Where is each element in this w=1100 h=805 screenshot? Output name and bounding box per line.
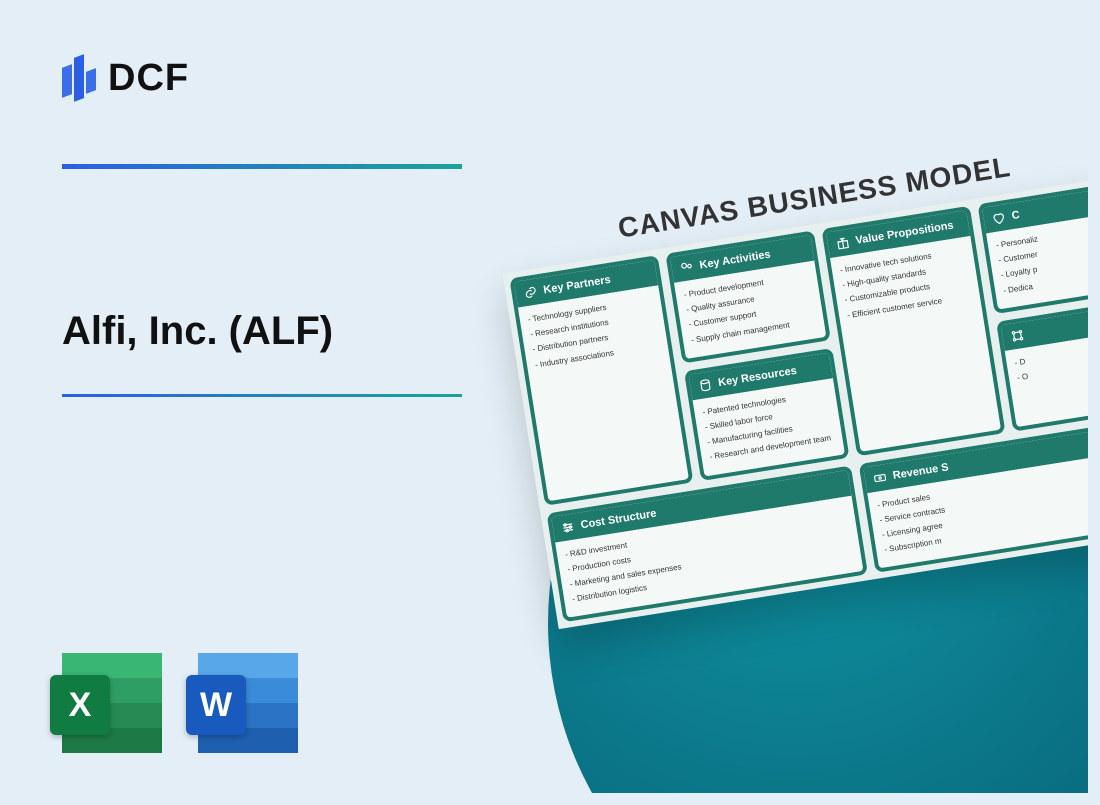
link-icon [523, 284, 539, 300]
canvas-wrap: CANVAS BUSINESS MODEL Key Partners Techn… [496, 132, 1088, 629]
excel-badge: X [50, 675, 110, 735]
gift-icon [835, 235, 851, 251]
file-type-icons: X W [62, 653, 298, 753]
logo: DCF [62, 52, 482, 104]
logo-text: DCF [108, 57, 189, 100]
block-customer-relationships: C PersonalizCustomerLoyalty pDedica [977, 181, 1088, 314]
network-icon [1009, 328, 1025, 344]
divider-bottom [62, 394, 462, 397]
block-key-partners: Key Partners Technology suppliersResearc… [509, 255, 693, 505]
block-label: Revenue S [892, 461, 949, 482]
block-channels: DO [996, 298, 1088, 431]
activity-icon [679, 260, 695, 276]
sliders-icon [560, 519, 576, 535]
stage: DCF Alfi, Inc. (ALF) X W CANVAS BUSINESS… [12, 12, 1088, 793]
block-body: Innovative tech solutionsHigh-quality st… [830, 236, 1001, 451]
block-body: Technology suppliersResearch institution… [518, 285, 689, 500]
money-icon [872, 470, 888, 486]
block-key-activities: Key Activities Product developmentQualit… [665, 230, 830, 363]
page-title: Alfi, Inc. (ALF) [62, 309, 482, 354]
divider-top [62, 164, 462, 169]
heart-icon [991, 210, 1007, 226]
database-icon [697, 377, 713, 393]
excel-icon: X [62, 653, 162, 753]
word-badge: W [186, 675, 246, 735]
block-label: C [1011, 209, 1021, 222]
block-label: Key Partners [543, 274, 612, 296]
block-key-resources: Key Resources Patented technologiesSkill… [684, 348, 849, 481]
logo-mark [62, 52, 96, 104]
word-icon: W [198, 653, 298, 753]
block-value-propositions: Value Propositions Innovative tech solut… [821, 206, 1005, 456]
left-column: DCF Alfi, Inc. (ALF) [62, 52, 482, 397]
